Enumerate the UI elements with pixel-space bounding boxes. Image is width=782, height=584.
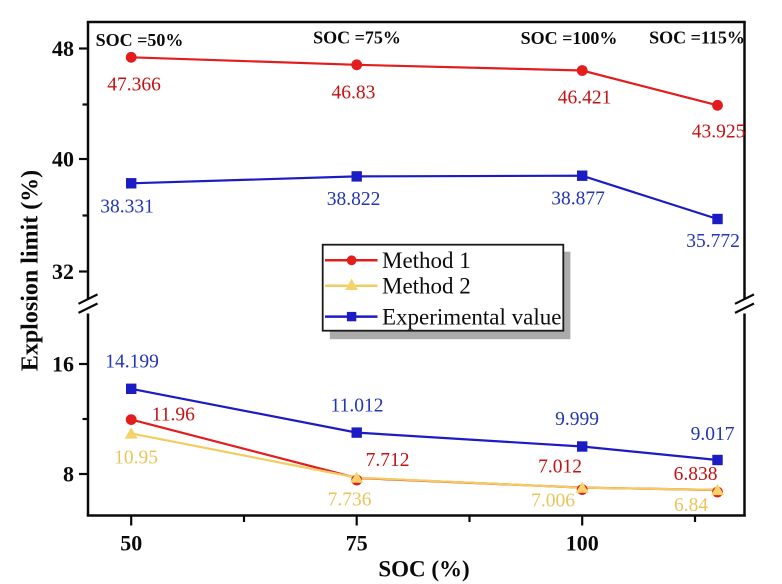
svg-text:75: 75 bbox=[346, 531, 368, 556]
svg-text:SOC (%): SOC (%) bbox=[378, 557, 469, 582]
svg-text:40: 40 bbox=[52, 147, 74, 172]
svg-text:SOC =75%: SOC =75% bbox=[313, 28, 401, 48]
svg-text:38.331: 38.331 bbox=[100, 197, 154, 218]
svg-text:SOC =115%: SOC =115% bbox=[649, 28, 745, 48]
svg-text:43.925: 43.925 bbox=[692, 122, 746, 143]
svg-text:10.95: 10.95 bbox=[114, 448, 158, 469]
svg-text:Method 1: Method 1 bbox=[382, 248, 471, 273]
svg-text:38.822: 38.822 bbox=[327, 189, 381, 210]
svg-text:9.999: 9.999 bbox=[555, 409, 599, 430]
svg-text:11.96: 11.96 bbox=[152, 405, 195, 426]
svg-text:38.877: 38.877 bbox=[551, 189, 605, 210]
svg-text:Method 2: Method 2 bbox=[382, 274, 471, 299]
svg-text:8: 8 bbox=[63, 462, 74, 487]
svg-text:35.772: 35.772 bbox=[686, 231, 740, 252]
svg-text:6.838: 6.838 bbox=[674, 464, 718, 485]
svg-text:46.83: 46.83 bbox=[331, 83, 375, 104]
svg-text:9.017: 9.017 bbox=[691, 424, 735, 445]
svg-text:SOC =100%: SOC =100% bbox=[521, 28, 618, 48]
svg-text:SOC =50%: SOC =50% bbox=[96, 30, 184, 50]
svg-text:11.012: 11.012 bbox=[331, 396, 384, 417]
svg-text:32: 32 bbox=[52, 259, 74, 284]
svg-text:48: 48 bbox=[52, 36, 74, 61]
svg-text:Explosion limit (%): Explosion limit (%) bbox=[18, 170, 44, 371]
svg-text:7.736: 7.736 bbox=[328, 490, 372, 511]
svg-text:Experimental value: Experimental value bbox=[382, 304, 561, 329]
svg-text:6.84: 6.84 bbox=[674, 495, 708, 516]
svg-text:100: 100 bbox=[566, 531, 599, 556]
svg-text:16: 16 bbox=[52, 352, 74, 377]
svg-text:7.712: 7.712 bbox=[366, 450, 410, 471]
svg-text:50: 50 bbox=[120, 531, 142, 556]
svg-text:46.421: 46.421 bbox=[558, 88, 612, 109]
svg-text:47.366: 47.366 bbox=[107, 75, 161, 96]
svg-text:7.012: 7.012 bbox=[538, 457, 582, 478]
svg-text:14.199: 14.199 bbox=[105, 352, 159, 373]
svg-text:7.006: 7.006 bbox=[531, 491, 575, 512]
